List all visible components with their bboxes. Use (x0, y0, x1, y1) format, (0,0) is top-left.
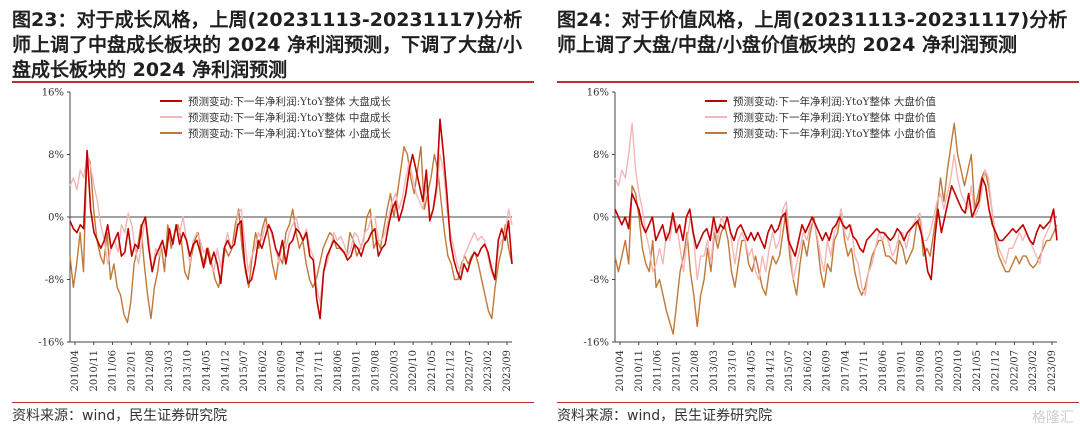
x-tick-label: 2013/03 (709, 350, 720, 392)
x-tick-label: 2021/12 (446, 350, 457, 392)
x-tick-label: 2021/05 (972, 350, 983, 392)
y-tick-label: 8% (593, 150, 609, 161)
y-tick-label: 8% (48, 150, 64, 161)
value-style-chart: 16% 8% 0% -8% -16% 2010/04 2010/11 2011/06 2012/… (583, 88, 1058, 392)
x-tick-label: 2017/04 (840, 350, 851, 392)
x-tick-label: 2013/03 (164, 350, 175, 392)
legend-entry: 预测变动:下一年净利润:YtoY整体 小盘成长 (188, 127, 391, 140)
legend-entry: 预测变动:下一年净利润:YtoY整体 中盘价值 (733, 111, 936, 124)
x-tick-label: 2023/02 (1028, 350, 1039, 392)
x-tick-label: 2021/05 (427, 350, 438, 392)
x-tick-label: 2017/11 (859, 350, 870, 392)
x-tick-label: 2011/06 (653, 350, 664, 392)
top-rule (12, 81, 534, 83)
x-tick-label: 2016/02 (258, 350, 269, 392)
bottom-rule (12, 402, 534, 403)
x-tick-label: 2016/09 (277, 350, 288, 392)
legend-entry: 预测变动:下一年净利润:YtoY整体 小盘价值 (733, 127, 936, 140)
legend-entry: 预测变动:下一年净利润:YtoY整体 大盘价值 (733, 95, 936, 108)
x-tick-label: 2016/09 (822, 350, 833, 392)
x-tick-label: 2022/07 (1009, 350, 1020, 392)
x-tick-label: 2014/05 (746, 350, 757, 392)
x-tick-label: 2020/03 (934, 350, 945, 392)
x-tick-label: 2018/06 (878, 350, 889, 392)
series-line-mid (69, 153, 513, 304)
y-tick-label: 0% (48, 213, 64, 224)
x-tick-label: 2010/04 (615, 350, 626, 392)
x-tick-label: 2016/02 (803, 350, 814, 392)
x-tick-label: 2015/07 (784, 350, 795, 392)
growth-style-chart: 16% 8% 0% -8% -16% 2010/04 2010/11 2011/06 2012/… (38, 88, 513, 392)
x-tick-label: 2023/09 (1047, 350, 1058, 392)
x-tick-label: 2019/08 (916, 350, 927, 392)
legend-entry: 预测变动:下一年净利润:YtoY整体 中盘成长 (188, 111, 391, 124)
x-tick-label: 2012/01 (671, 350, 682, 392)
x-tick-label: 2018/06 (333, 350, 344, 392)
x-tick-label: 2010/04 (70, 350, 81, 392)
y-tick-label: 16% (42, 88, 64, 99)
y-tick-label: -16% (38, 338, 64, 349)
x-tick-label: 2014/05 (201, 350, 212, 392)
x-tick-label: 2019/01 (897, 350, 908, 392)
top-rule (557, 81, 1079, 83)
chart-title: 图23：对于成长风格，上周(20231113-20231117)分析师上调了中盘… (12, 9, 523, 81)
x-tick-label: 2012/01 (126, 350, 137, 392)
right-panel: 图24：对于价值风格，上周(20231113-20231117)分析师上调了大盘… (557, 0, 1080, 433)
y-tick-label: -16% (583, 338, 609, 349)
source-note: 资料来源：wind，民生证券研究院 (557, 408, 773, 424)
x-tick-label: 2012/08 (690, 350, 701, 392)
x-tick-label: 2019/01 (352, 350, 363, 392)
x-tick-label: 2015/07 (239, 350, 250, 392)
x-tick-label: 2011/06 (108, 350, 119, 392)
series-line-large (69, 118, 513, 320)
series-line-small (614, 122, 1058, 335)
x-tick-label: 2022/07 (464, 350, 475, 392)
x-tick-label: 2014/12 (765, 350, 776, 392)
x-tick-label: 2020/10 (408, 350, 419, 392)
x-tick-label: 2010/11 (89, 350, 100, 392)
x-tick-label: 2020/03 (389, 350, 400, 392)
x-tick-label: 2019/08 (371, 350, 382, 392)
legend-entry: 预测变动:下一年净利润:YtoY整体 大盘成长 (188, 95, 391, 108)
y-tick-label: 16% (587, 88, 609, 99)
series-line-large (614, 177, 1058, 281)
source-note: 资料来源：wind，民生证券研究院 (12, 408, 228, 424)
left-panel: 图23：对于成长风格，上周(20231113-20231117)分析师上调了中盘… (12, 0, 539, 433)
watermark-logo: 格隆汇 (1032, 410, 1074, 426)
x-tick-label: 2017/04 (295, 350, 306, 392)
y-tick-label: -8% (590, 275, 609, 286)
x-tick-label: 2021/12 (991, 350, 1002, 392)
x-tick-label: 2023/09 (502, 350, 513, 392)
chart-title: 图24：对于价值风格，上周(20231113-20231117)分析师上调了大盘… (557, 9, 1068, 56)
x-tick-label: 2010/11 (634, 350, 645, 392)
x-tick-label: 2013/10 (183, 350, 194, 392)
x-tick-label: 2014/12 (220, 350, 231, 392)
x-tick-label: 2012/08 (145, 350, 156, 392)
x-tick-label: 2020/10 (953, 350, 964, 392)
x-tick-label: 2013/10 (728, 350, 739, 392)
y-tick-label: 0% (593, 213, 609, 224)
y-tick-label: -8% (45, 275, 64, 286)
bottom-rule (557, 402, 1079, 403)
x-tick-label: 2017/11 (314, 350, 325, 392)
x-tick-label: 2023/02 (483, 350, 494, 392)
